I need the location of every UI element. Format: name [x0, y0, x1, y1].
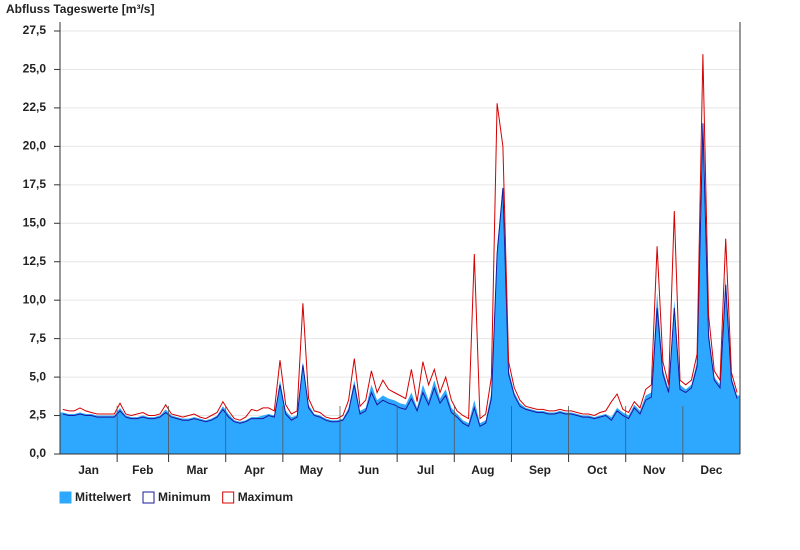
legend-swatch: [222, 491, 235, 504]
y-tick-label: 2,5: [29, 408, 46, 422]
legend-label: Mittelwert: [75, 490, 131, 504]
x-tick-label: Mar: [186, 463, 208, 477]
mean-area: [60, 131, 740, 454]
series-line: [62, 123, 738, 428]
chart-title: Abfluss Tageswerte [m³/s]: [6, 2, 154, 16]
series-line: [62, 54, 738, 421]
y-tick-label: 15,0: [23, 215, 47, 229]
x-tick-label: Sep: [529, 463, 551, 477]
y-tick-label: 5,0: [29, 369, 46, 383]
x-tick-label: Jan: [78, 463, 99, 477]
x-tick-label: May: [300, 463, 324, 477]
y-tick-label: 10,0: [23, 292, 47, 306]
y-tick-label: 25,0: [23, 62, 47, 76]
x-tick-label: Feb: [132, 463, 153, 477]
legend-label: Minimum: [158, 490, 211, 504]
legend-swatch: [59, 491, 72, 504]
y-tick-label: 20,0: [23, 139, 47, 153]
y-tick-label: 27,5: [23, 23, 47, 37]
x-tick-label: Dec: [700, 463, 722, 477]
x-tick-label: Jun: [358, 463, 379, 477]
x-tick-label: Oct: [587, 463, 607, 477]
x-tick-label: Aug: [471, 463, 494, 477]
y-tick-label: 17,5: [23, 177, 47, 191]
y-tick-label: 22,5: [23, 100, 47, 114]
x-tick-label: Nov: [643, 463, 666, 477]
x-tick-label: Jul: [417, 463, 434, 477]
x-tick-label: Apr: [244, 463, 265, 477]
y-tick-label: 12,5: [23, 254, 47, 268]
y-tick-label: 7,5: [29, 331, 46, 345]
y-tick-label: 0,0: [29, 446, 46, 460]
legend-swatch: [142, 491, 155, 504]
legend-label: Maximum: [238, 490, 293, 504]
